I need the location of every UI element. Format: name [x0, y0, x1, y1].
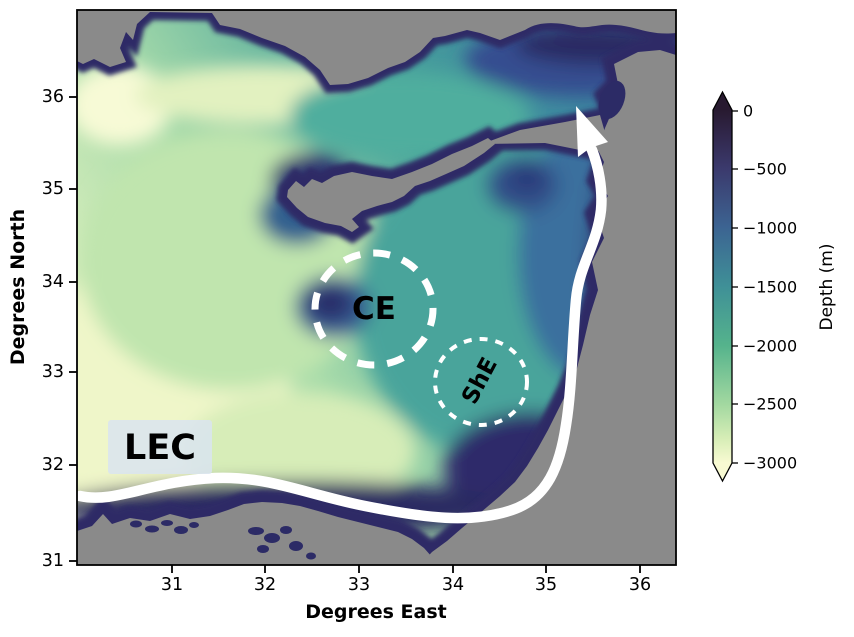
y-tick: 34 [42, 272, 64, 292]
y-tick: 32 [42, 455, 64, 475]
colorbar-title: Depth (m) [817, 243, 837, 330]
x-axis-title: Degrees East [305, 601, 447, 623]
ce-eddy-circle [311, 249, 437, 369]
x-tick: 31 [161, 575, 183, 595]
she-eddy-circle [433, 337, 529, 427]
y-tick-labels: 36 35 34 33 32 31 [42, 87, 64, 571]
x-tick: 32 [254, 575, 276, 595]
colorbar [712, 90, 733, 483]
x-tick: 33 [348, 575, 370, 595]
cbar-tick: −500 [743, 160, 787, 179]
cbar-tick: −1500 [743, 278, 797, 297]
sea-bathymetry [77, 10, 676, 565]
cbar-tick: −1000 [743, 219, 797, 238]
y-tick: 31 [42, 551, 64, 571]
plot-frame [76, 9, 677, 566]
turkey-coast [77, 10, 676, 85]
levant-coast [420, 50, 676, 565]
lec-arrowhead [576, 106, 608, 157]
colorbar-tick-labels: 0 −500 −1000 −1500 −2000 −2500 −3000 [743, 102, 797, 473]
lec-current-label: LEC [124, 428, 196, 468]
y-tick: 33 [42, 362, 64, 382]
cbar-tick: −2500 [743, 395, 797, 414]
lec-label-box [108, 420, 212, 474]
x-axis [171, 565, 641, 573]
cbar-tick: −3000 [743, 454, 797, 473]
ce-eddy-label: CE [352, 291, 396, 327]
x-tick: 35 [535, 575, 557, 595]
lec-current-line [77, 144, 607, 524]
y-tick: 36 [42, 87, 64, 107]
lagoon-specks [130, 80, 626, 560]
y-tick: 35 [42, 179, 64, 199]
y-axis [69, 96, 77, 562]
cbar-tick: −2000 [743, 337, 797, 356]
cyprus-island [287, 138, 495, 232]
x-tick-labels: 31 32 33 34 35 36 [161, 575, 651, 595]
x-tick: 34 [442, 575, 464, 595]
colorbar-ticks [732, 110, 738, 464]
x-tick: 36 [629, 575, 651, 595]
cbar-tick: 0 [743, 102, 753, 121]
y-axis-title: Degrees North [7, 209, 29, 365]
